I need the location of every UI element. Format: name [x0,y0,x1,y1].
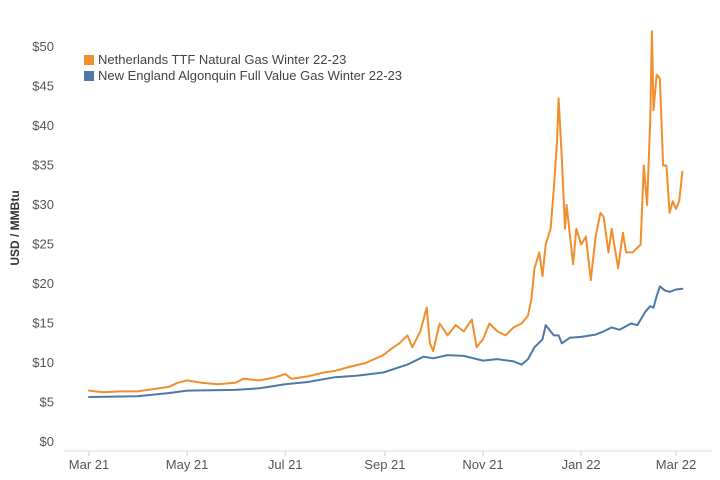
legend-swatch [84,71,94,81]
y-tick-label: $10 [32,355,54,370]
y-tick-label: $5 [40,395,54,410]
x-tick-label: Jul 21 [268,457,303,472]
legend-label: Netherlands TTF Natural Gas Winter 22-23 [98,52,346,67]
series-line-1 [88,30,684,394]
x-tick-label: Mar 21 [69,457,109,472]
y-axis: $0 $5 $10 $15 $20 $25 $30 $35 $40 $45 $50 [32,39,54,449]
series-lines [88,30,684,398]
x-tick-label: Mar 22 [656,457,696,472]
x-axis: Mar 21 May 21 Jul 21 Sep 21 Nov 21 Jan 22 Mar … [69,451,696,472]
y-tick-label: $15 [32,316,54,331]
y-axis-title: USD / MMBtu [8,190,22,265]
y-tick-label: $35 [32,158,54,173]
y-tick-label: $25 [32,237,54,252]
x-tick-label: Jan 22 [562,457,601,472]
legend: Netherlands TTF Natural Gas Winter 22-23… [84,52,402,83]
y-tick-label: $30 [32,197,54,212]
x-tick-label: Sep 21 [364,457,405,472]
y-tick-label: $45 [32,79,54,94]
x-tick-label: May 21 [166,457,209,472]
y-tick-label: $50 [32,39,54,54]
x-tick-label: Nov 21 [462,457,503,472]
series-line-2 [88,285,684,398]
y-tick-label: $40 [32,118,54,133]
legend-swatch [84,55,94,65]
y-tick-label: $0 [40,434,54,449]
legend-label: New England Algonquin Full Value Gas Win… [98,68,402,83]
y-tick-label: $20 [32,276,54,291]
